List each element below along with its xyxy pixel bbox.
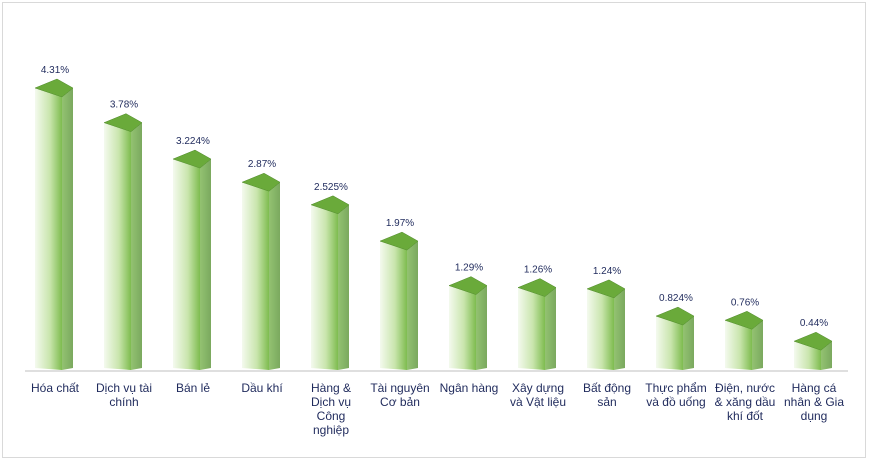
bar-front-face <box>35 88 62 370</box>
bar-front-face <box>656 316 683 370</box>
category-label: Bất động sản <box>583 381 631 409</box>
data-label: 3.224% <box>176 136 210 147</box>
bar-top-face <box>34 78 74 98</box>
bar-3 <box>172 149 212 370</box>
bar-front-face <box>104 122 131 371</box>
bar-top-face <box>172 149 212 169</box>
bar-top-face <box>448 276 488 295</box>
category-label: Hàng & Dịch vụ Công nghiệp <box>311 381 351 437</box>
bar-side-face <box>821 341 832 370</box>
category-label: Dầu khí <box>241 381 283 395</box>
bar-2 <box>103 113 143 371</box>
data-label: 2.525% <box>314 182 348 193</box>
bar-side-face <box>62 88 73 370</box>
data-label: 3.78% <box>110 100 138 111</box>
bar-top-face <box>103 113 143 132</box>
category-label: Bán lẻ <box>176 381 210 395</box>
bar-front-face <box>794 341 821 370</box>
category-label: Dịch vụ tài chính <box>96 381 152 409</box>
category-label: Tài nguyên Cơ bản <box>370 381 429 409</box>
data-label: 2.87% <box>248 159 276 170</box>
bar-side-face <box>476 285 487 370</box>
bar-4 <box>241 172 281 370</box>
bar-side-face <box>752 320 763 370</box>
bar-8 <box>517 278 557 370</box>
category-label: Điện, nước & xăng dầu khí đốt <box>715 381 776 423</box>
bar-9 <box>586 279 626 370</box>
bar-top-face <box>586 279 626 299</box>
bar-front-face <box>518 287 545 370</box>
data-label: 1.29% <box>455 263 483 274</box>
bar-10 <box>655 306 695 370</box>
bar-12 <box>793 331 833 370</box>
bar-6 <box>379 231 419 370</box>
bar-top-face <box>241 172 281 192</box>
bar-side-face <box>338 204 349 370</box>
bar-side-face <box>269 182 280 370</box>
bar-top-face <box>379 231 419 251</box>
bar-side-face <box>683 316 694 370</box>
bar-top-face <box>517 278 557 297</box>
bar-front-face <box>725 320 752 370</box>
bar-front-face <box>173 159 200 370</box>
bar-front-face <box>242 182 269 370</box>
bar-top-face <box>724 310 764 330</box>
bar-side-face <box>200 159 211 370</box>
category-label: Thực phẩm và đồ uống <box>645 381 706 409</box>
category-label: Xây dựng và Vật liệu <box>510 381 566 409</box>
data-label: 1.97% <box>386 218 414 229</box>
bar-front-face <box>380 241 407 370</box>
bar-side-face <box>131 122 142 371</box>
bar-7 <box>448 276 488 370</box>
category-label: Hàng cá nhân & Gia dụng <box>784 381 844 423</box>
category-label: Hóa chất <box>31 381 80 395</box>
bar-front-face <box>449 285 476 370</box>
bar-front-face <box>587 288 614 370</box>
bar-11 <box>724 310 764 370</box>
data-label: 0.824% <box>659 293 693 304</box>
data-label: 1.24% <box>593 266 621 277</box>
data-label: 4.31% <box>41 65 69 76</box>
data-label: 0.76% <box>731 297 759 308</box>
data-label: 0.44% <box>800 318 828 329</box>
data-label: 1.26% <box>524 265 552 276</box>
category-label: Ngân hàng <box>440 381 499 395</box>
bar-top-face <box>310 195 350 215</box>
bar-side-face <box>614 288 625 370</box>
bar-5 <box>310 195 350 370</box>
bar-top-face <box>793 331 833 351</box>
bar-front-face <box>311 204 338 370</box>
bar-top-face <box>655 306 695 326</box>
bar-side-face <box>545 287 556 370</box>
bar-side-face <box>407 241 418 370</box>
bar-1 <box>34 78 74 370</box>
